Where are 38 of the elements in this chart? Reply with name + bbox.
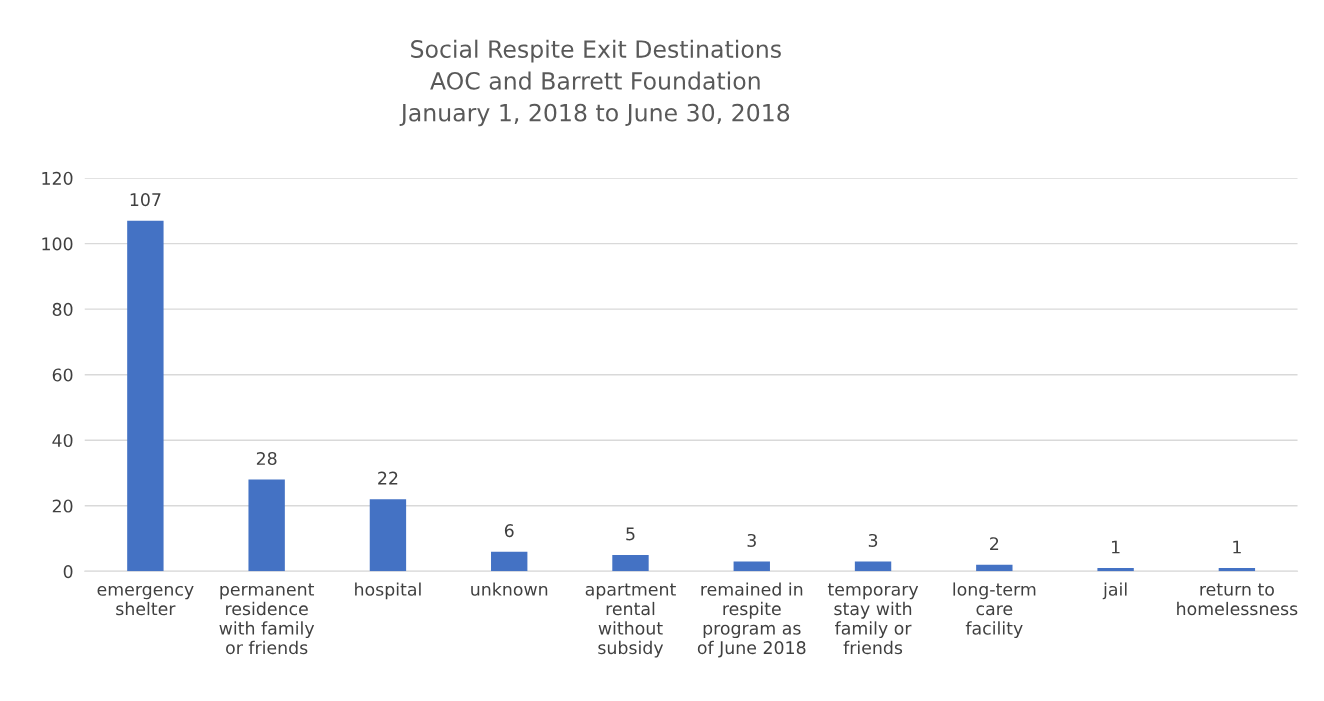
data-label: 3	[747, 533, 756, 548]
data-label: 3	[868, 533, 878, 548]
x-tick-label: hospital	[355, 582, 421, 600]
chart-title: Social Respite Exit Destinations AOC and Barrett Foundation January 1, 2018 to June 30, 2018	[399, 39, 790, 127]
bar	[733, 561, 770, 572]
bar	[854, 561, 892, 572]
y-tick-label: 0	[63, 565, 73, 579]
data-label: 107	[130, 193, 161, 207]
bar	[976, 564, 1013, 572]
y-tick-label: 40	[52, 433, 73, 448]
bar	[248, 479, 285, 572]
data-label: 1	[1111, 540, 1120, 554]
x-tick-label: unknown	[471, 582, 548, 596]
data-label: 5	[626, 527, 635, 541]
y-tick-label: 120	[42, 171, 73, 185]
bar	[369, 499, 407, 572]
data-label: 2	[990, 537, 999, 551]
x-tick-label: permanent residence with family or friends	[219, 583, 315, 655]
y-tick-label: 20	[52, 499, 73, 513]
y-tick-label: 100	[42, 237, 73, 251]
y-tick-label: 80	[52, 302, 73, 316]
x-tick-label: long-term care facility	[953, 582, 1036, 639]
x-tick-label: return to homelessness	[1177, 583, 1298, 616]
bar	[612, 554, 649, 572]
x-tick-label: apartment rental without subsidy	[585, 583, 676, 658]
x-tick-label: jail	[1102, 582, 1127, 600]
y-tick-label: 60	[52, 368, 73, 382]
data-label: 6	[504, 524, 514, 538]
bar	[1218, 568, 1256, 572]
x-tick-label: remained in respite program as of June 2018	[697, 582, 806, 658]
bar	[127, 220, 164, 572]
data-label: 28	[256, 451, 277, 466]
x-tick-label: temporary stay with family or friends	[827, 583, 919, 655]
x-tick-label: emergency shelter	[97, 585, 194, 616]
data-label: 1	[1233, 540, 1241, 554]
bar	[1097, 568, 1134, 572]
data-label: 22	[378, 471, 398, 485]
bar	[491, 551, 528, 572]
